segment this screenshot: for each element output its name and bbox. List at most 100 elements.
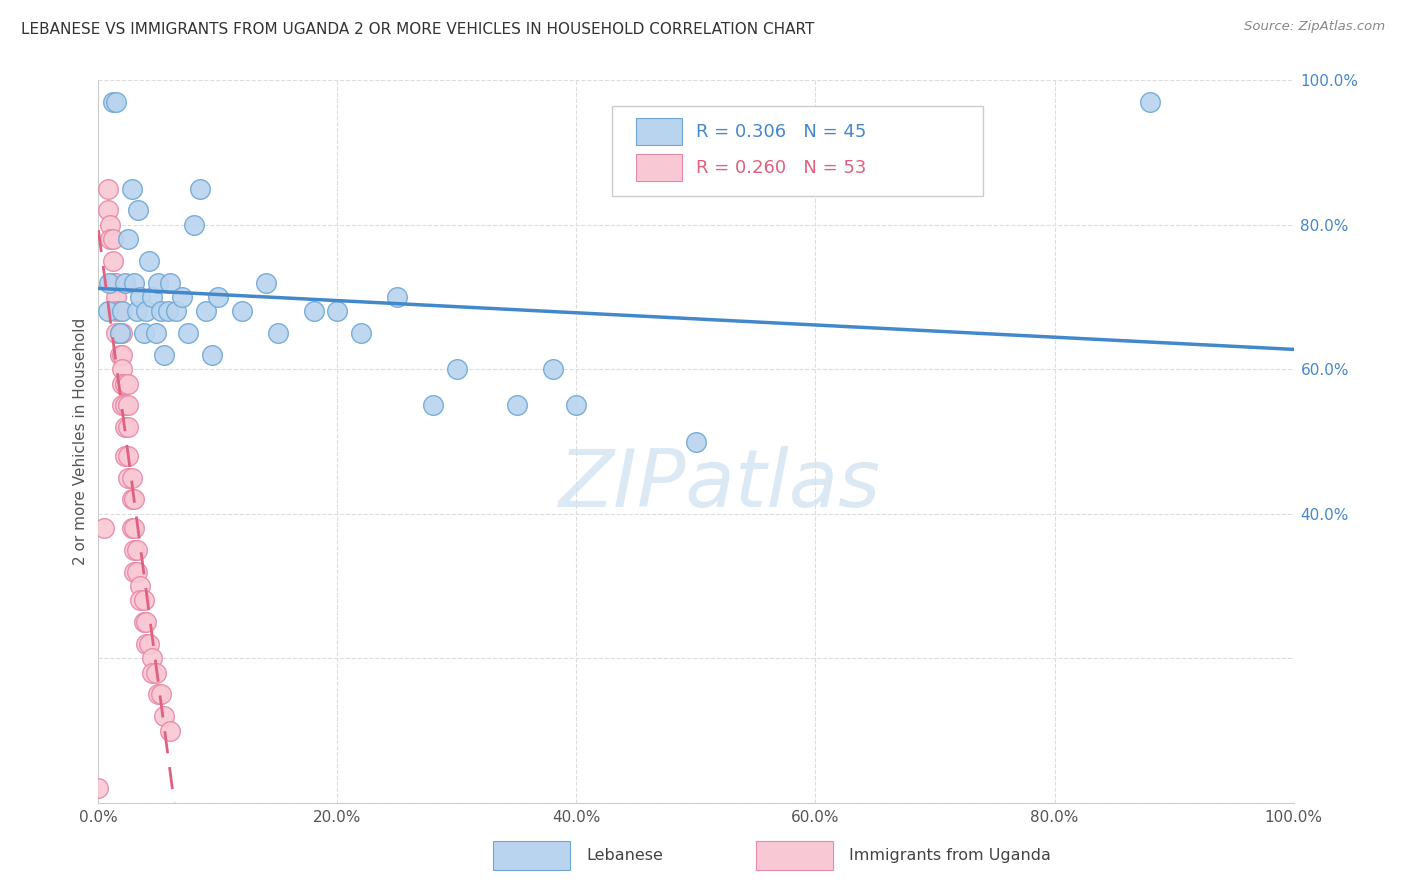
Point (124, 542, 146, 557)
Point (129, 290, 152, 304)
Point (117, 470, 139, 484)
Point (132, 326, 155, 340)
Point (114, 449, 136, 463)
Point (148, 276, 170, 290)
Point (165, 304, 187, 318)
Point (111, 326, 134, 340)
Point (121, 182, 143, 196)
Point (108, 326, 131, 340)
Point (231, 304, 253, 318)
Point (145, 326, 167, 340)
Point (159, 276, 181, 290)
Point (121, 470, 143, 484)
Point (188, 182, 211, 196)
Point (149, 304, 172, 318)
Point (135, 637, 157, 651)
Point (101, 232, 124, 246)
Point (117, 449, 139, 463)
Point (124, 565, 146, 579)
Point (117, 376, 139, 391)
Text: Lebanese: Lebanese (586, 848, 662, 863)
Point (111, 304, 134, 318)
Point (117, 420, 139, 434)
Point (129, 579, 152, 593)
Point (183, 218, 205, 232)
Point (105, 304, 128, 318)
Point (108, 304, 131, 318)
Point (326, 304, 349, 318)
Point (172, 290, 194, 304)
Point (98, 218, 122, 232)
Point (135, 615, 157, 630)
Point (565, 398, 588, 412)
FancyBboxPatch shape (613, 105, 983, 196)
Point (195, 304, 218, 318)
Point (117, 232, 139, 246)
Point (156, 304, 179, 318)
Point (108, 348, 131, 362)
Point (114, 276, 136, 290)
Point (111, 376, 134, 391)
Point (135, 304, 157, 318)
Point (302, 304, 325, 318)
Point (177, 326, 200, 340)
Point (138, 253, 160, 268)
Point (97, 304, 120, 318)
Y-axis label: 2 or more Vehicles in Household: 2 or more Vehicles in Household (73, 318, 87, 566)
Point (93, 521, 115, 535)
Point (111, 348, 134, 362)
Point (207, 290, 229, 304)
Point (97, 182, 120, 196)
Point (125, 542, 148, 557)
Point (153, 709, 176, 723)
Point (541, 362, 564, 376)
Text: Immigrants from Uganda: Immigrants from Uganda (849, 848, 1050, 863)
Text: R = 0.260   N = 53: R = 0.260 N = 53 (696, 160, 866, 178)
Point (350, 326, 373, 340)
Point (101, 253, 124, 268)
Point (111, 362, 134, 376)
Point (141, 290, 163, 304)
Point (127, 203, 149, 218)
FancyBboxPatch shape (637, 118, 682, 145)
Point (145, 665, 167, 680)
Point (385, 290, 409, 304)
Point (422, 398, 444, 412)
Point (101, 276, 124, 290)
Point (105, 95, 128, 109)
Text: ZIPatlas: ZIPatlas (558, 446, 882, 524)
Point (138, 637, 160, 651)
Text: Source: ZipAtlas.com: Source: ZipAtlas.com (1244, 20, 1385, 33)
Point (124, 492, 146, 507)
Point (129, 593, 152, 607)
Point (125, 304, 148, 318)
Point (159, 723, 181, 738)
Point (153, 348, 176, 362)
Point (117, 398, 139, 412)
Point (101, 95, 124, 109)
Point (87, 781, 110, 796)
FancyBboxPatch shape (494, 841, 571, 870)
Point (506, 398, 529, 412)
Point (114, 420, 136, 434)
Point (114, 376, 136, 391)
Point (132, 615, 155, 630)
Point (685, 434, 707, 449)
Point (111, 398, 134, 412)
Point (97, 203, 120, 218)
Point (124, 276, 146, 290)
FancyBboxPatch shape (756, 841, 834, 870)
Point (132, 593, 155, 607)
Point (121, 521, 143, 535)
Point (121, 492, 143, 507)
Text: R = 0.306   N = 45: R = 0.306 N = 45 (696, 123, 866, 141)
Point (446, 362, 468, 376)
Point (125, 565, 148, 579)
Point (254, 276, 277, 290)
Point (105, 276, 128, 290)
Point (98, 276, 121, 290)
Point (108, 326, 131, 340)
Point (124, 521, 146, 535)
Point (149, 687, 172, 701)
Point (105, 326, 128, 340)
